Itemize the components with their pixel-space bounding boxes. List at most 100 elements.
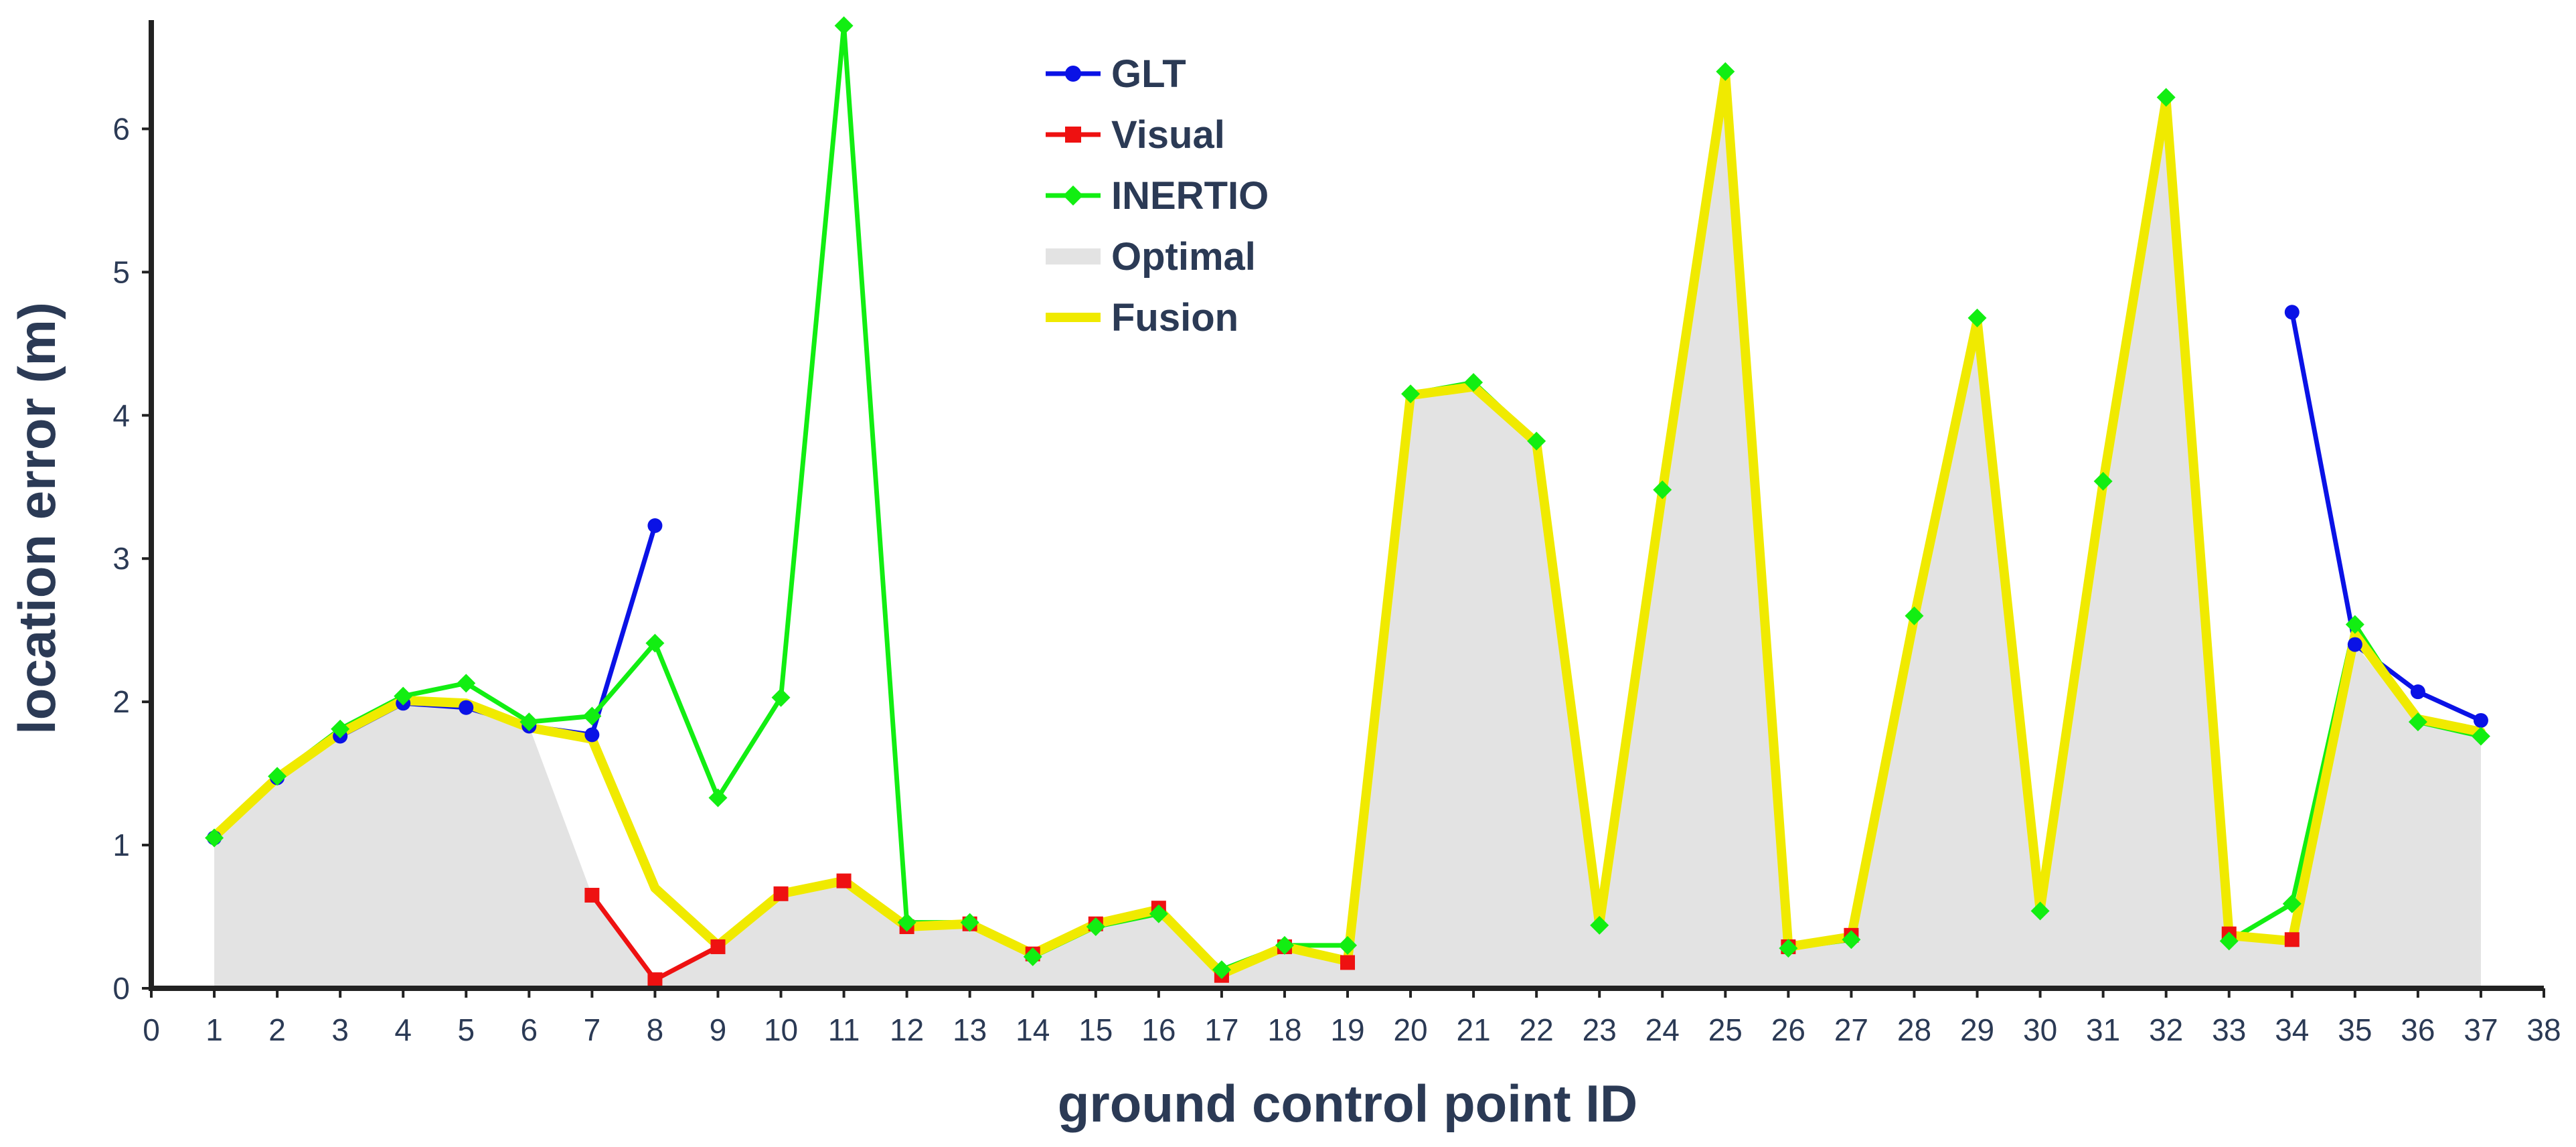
series-inertio-point	[582, 706, 602, 726]
series-inertio-point	[1086, 917, 1105, 937]
series-inertio-point	[1149, 904, 1168, 923]
legend-item-optimal: Optimal	[1046, 235, 1256, 279]
series-inertio-point	[268, 767, 287, 786]
series-visual-point	[1340, 955, 1355, 970]
series-inertio-point	[1967, 308, 1987, 327]
x-tick-label: 25	[1708, 1012, 1743, 1047]
series-inertio-point	[1779, 939, 1798, 958]
series-inertio-point	[2471, 727, 2490, 746]
series-glt-point	[459, 700, 474, 715]
y-tick-label: 2	[112, 684, 130, 719]
series-inertio-point	[2093, 471, 2113, 491]
series-glt-point	[2347, 637, 2362, 652]
x-tick-label: 23	[1583, 1012, 1617, 1047]
series-visual-point	[710, 939, 726, 954]
series-inertio-point	[2345, 615, 2364, 634]
x-axis-title: ground control point ID	[1058, 1074, 1638, 1133]
y-tick-label: 5	[112, 254, 130, 289]
x-tick-label: 14	[1016, 1012, 1050, 1047]
series-inertio-point	[457, 674, 476, 693]
y-axis-title: location error (m)	[7, 302, 66, 735]
x-tick-label: 34	[2275, 1012, 2309, 1047]
series-inertio-point	[645, 633, 665, 653]
series-inertio-point	[960, 913, 979, 932]
series-inertio-point	[708, 788, 728, 808]
x-tick-label: 30	[2023, 1012, 2057, 1047]
series-inertio-point	[519, 712, 539, 732]
x-tick-label: 21	[1457, 1012, 1491, 1047]
legend-item-visual: Visual	[1046, 113, 1225, 157]
series-inertio-point	[1716, 62, 1735, 81]
series-glt-point	[2284, 305, 2300, 320]
y-tick-label: 1	[112, 828, 130, 862]
series-inertio-point	[205, 828, 224, 848]
series-inertio-point	[1842, 930, 1861, 949]
series-inertio-point	[2030, 901, 2050, 921]
series-inertio-point	[2156, 88, 2176, 107]
series-inertio-point	[1590, 915, 1609, 935]
x-tick-label: 7	[584, 1012, 601, 1047]
series-visual-point	[773, 886, 789, 901]
series-glt-point	[2410, 684, 2425, 700]
series-glt-line-1	[2289, 309, 2484, 723]
y-tick-label: 6	[112, 111, 130, 146]
series-inertio-point	[1527, 431, 1546, 451]
series-visual-point	[647, 972, 663, 988]
x-tick-label: 31	[2086, 1012, 2120, 1047]
legend-marker	[1065, 66, 1081, 82]
series-glt-point	[584, 727, 600, 743]
x-tick-label: 35	[2338, 1012, 2372, 1047]
x-tick-label: 19	[1330, 1012, 1364, 1047]
series-inertio-point	[834, 16, 854, 35]
series-optimal-area	[214, 71, 2481, 989]
x-tick-label: 26	[1771, 1012, 1805, 1047]
series-inertio-point	[1275, 935, 1294, 955]
x-tick-label: 3	[331, 1012, 349, 1047]
y-tick-labels: 0 1 2 3 4 5 6	[112, 111, 151, 1006]
series-inertio-point	[1212, 960, 1231, 980]
series-glt-point	[2473, 712, 2488, 728]
legend-item-inertio: INERTIO	[1046, 174, 1269, 218]
series-inertio-point	[897, 913, 916, 932]
series-visual-point	[836, 873, 852, 889]
x-tick-label: 1	[206, 1012, 223, 1047]
x-tick-label: 24	[1645, 1012, 1680, 1047]
series-inertio-point	[1401, 384, 1421, 404]
legend-label: GLT	[1111, 52, 1186, 96]
legend-marker	[1065, 127, 1081, 143]
x-tick-label: 4	[394, 1012, 412, 1047]
x-tick-label: 27	[1834, 1012, 1868, 1047]
x-tick-label: 16	[1141, 1012, 1176, 1047]
x-tick-label: 9	[710, 1012, 727, 1047]
legend: GLT Visual INERTIO Optimal Fusion	[1046, 52, 1269, 339]
x-tick-label: 6	[521, 1012, 538, 1047]
x-tick-label: 13	[953, 1012, 987, 1047]
series-inertio-point	[394, 686, 413, 706]
x-tick-label: 29	[1960, 1012, 1994, 1047]
series-inertio-point	[1653, 480, 1672, 500]
x-tick-label: 28	[1897, 1012, 1931, 1047]
x-tick-label: 0	[143, 1012, 160, 1047]
optimal-area-layer	[214, 71, 2481, 989]
x-tick-label: 33	[2212, 1012, 2246, 1047]
x-tick-label: 18	[1267, 1012, 1301, 1047]
x-tick-label: 15	[1078, 1012, 1113, 1047]
series-markers-layer	[205, 16, 2490, 988]
series-inertio-point	[2408, 712, 2427, 732]
legend-label: Optimal	[1111, 235, 1256, 279]
x-tick-label: 2	[268, 1012, 286, 1047]
legend-label: Visual	[1111, 113, 1225, 157]
series-inertio-point	[1023, 947, 1042, 966]
x-tick-label: 38	[2526, 1012, 2561, 1047]
legend-item-glt: GLT	[1046, 52, 1186, 96]
series-inertio-point	[1905, 606, 1924, 625]
series-inertio-point	[771, 688, 791, 707]
x-tick-label: 12	[890, 1012, 924, 1047]
legend-label: INERTIO	[1111, 174, 1269, 218]
x-tick-label: 17	[1204, 1012, 1238, 1047]
series-visual-point	[2284, 932, 2300, 947]
legend-marker	[1063, 185, 1083, 206]
series-inertio-point	[2282, 894, 2302, 913]
x-tick-label: 11	[828, 1012, 860, 1047]
y-tick-label: 3	[112, 541, 130, 576]
